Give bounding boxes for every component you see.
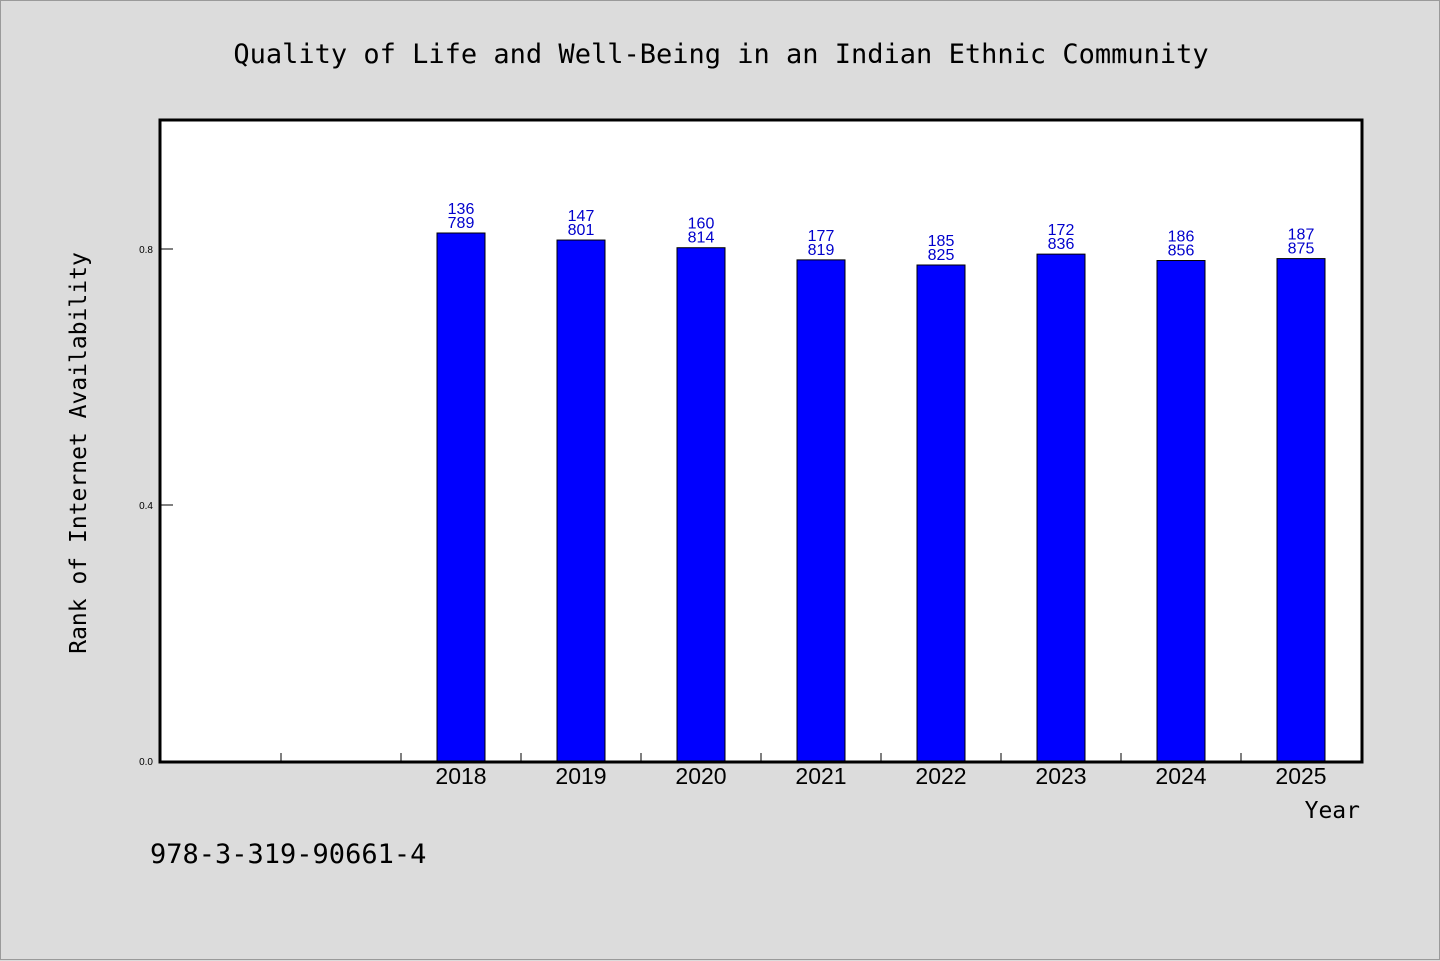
bar-2023 <box>1036 253 1086 762</box>
bar-2025 <box>1276 258 1326 762</box>
x-tick-label: 2020 <box>675 763 726 789</box>
data-label-top: 147 <box>568 208 595 225</box>
x-tick-label: 2021 <box>795 763 846 789</box>
axis-ticks-group: 0.0 0.4 0.8 2018 2019 2020 2021 2022 2023 2024 202… <box>139 245 1326 789</box>
x-tick-label: 2025 <box>1275 763 1326 789</box>
x-tick-label: 2018 <box>435 763 486 789</box>
data-label-top: 172 <box>1048 222 1075 239</box>
x-tick-label: 2019 <box>555 763 606 789</box>
bar-2024 <box>1156 260 1206 762</box>
data-label-top: 187 <box>1288 227 1315 244</box>
bar-2022 <box>916 264 966 762</box>
data-label-bottom: 814 <box>688 230 715 247</box>
data-label-top: 136 <box>448 201 475 218</box>
data-label-bottom: 875 <box>1288 241 1315 258</box>
x-axis-label: Year <box>1305 798 1360 824</box>
bar-2021 <box>796 259 846 762</box>
bar-2019 <box>556 239 606 762</box>
bar-2020 <box>676 247 726 762</box>
y-tick-label: 0.4 <box>139 501 153 512</box>
x-tick-label: 2022 <box>915 763 966 789</box>
data-label-bottom: 836 <box>1048 236 1075 253</box>
data-label-bottom: 801 <box>568 222 595 239</box>
data-label-bottom: 825 <box>928 247 955 264</box>
y-tick-label: 0.0 <box>139 757 153 768</box>
isbn-footnote: 978-3-319-90661-4 <box>150 839 426 870</box>
chart-title: Quality of Life and Well-Being in an Ind… <box>233 39 1208 70</box>
data-label-top: 186 <box>1168 229 1195 246</box>
data-label-bottom: 789 <box>448 215 475 232</box>
data-label-top: 177 <box>808 228 835 245</box>
data-label-bottom: 856 <box>1168 243 1195 260</box>
y-tick-label: 0.8 <box>139 245 153 256</box>
data-label-top: 185 <box>928 233 955 250</box>
data-label-bottom: 819 <box>808 242 835 259</box>
bar-2018 <box>436 232 486 762</box>
data-label-top: 160 <box>688 216 715 233</box>
x-tick-label: 2023 <box>1035 763 1086 789</box>
y-axis-label: Rank of Internet Availability <box>66 252 92 654</box>
x-tick-label: 2024 <box>1155 763 1206 789</box>
